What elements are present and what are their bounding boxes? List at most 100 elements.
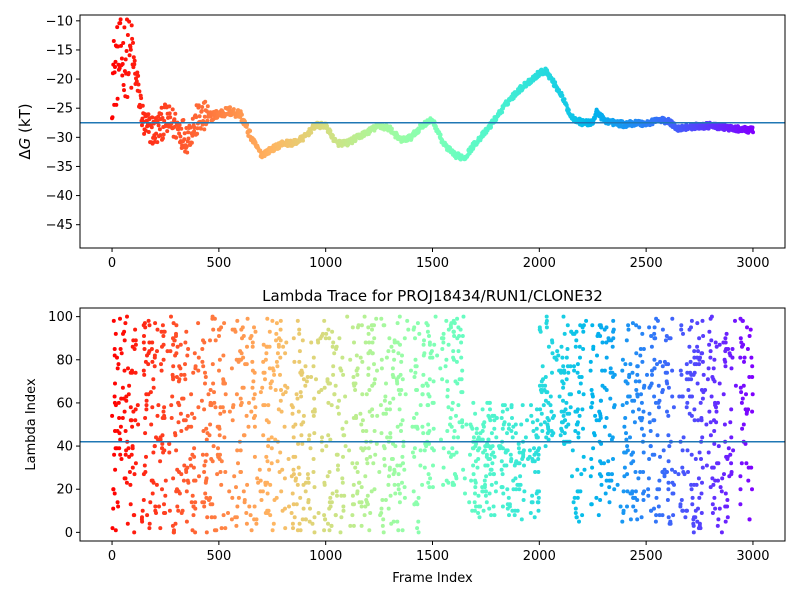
delta-g-point <box>197 114 202 119</box>
lambda-point <box>657 478 662 483</box>
lambda-point <box>171 375 175 379</box>
lambda-point <box>203 480 208 485</box>
lambda-point <box>171 530 176 535</box>
lambda-point <box>267 467 272 472</box>
lambda-point <box>150 359 155 364</box>
lambda-point <box>266 437 271 442</box>
lambda-point <box>637 325 642 330</box>
lambda-point <box>263 357 268 362</box>
lambda-point <box>635 364 640 369</box>
lambda-point <box>402 495 407 500</box>
delta-g-point <box>112 70 117 75</box>
lambda-point <box>366 331 371 336</box>
lambda-point <box>431 426 436 431</box>
lambda-point <box>170 394 175 399</box>
lambda-point <box>577 413 582 418</box>
lambda-point <box>130 444 135 449</box>
lambda-point <box>155 413 160 418</box>
lambda-point <box>299 394 304 399</box>
y-tick-label: −45 <box>46 218 73 233</box>
lambda-point <box>399 359 404 364</box>
lambda-point <box>274 331 279 336</box>
lambda-point <box>443 364 448 369</box>
x-tick-label: 500 <box>206 256 231 271</box>
lambda-point <box>666 385 671 390</box>
delta-g-point <box>129 23 134 28</box>
lambda-point <box>652 506 656 511</box>
lambda-point <box>213 338 218 343</box>
delta-g-point <box>194 115 199 120</box>
lambda-point <box>387 474 391 479</box>
lambda-point <box>473 480 478 485</box>
lambda-point <box>638 470 643 474</box>
lambda-point <box>147 323 152 328</box>
lambda-point <box>305 375 310 379</box>
lambda-point <box>455 336 460 341</box>
lambda-point <box>123 429 128 433</box>
lambda-point <box>590 465 595 470</box>
lambda-point <box>700 396 705 401</box>
lambda-point <box>298 370 303 375</box>
lambda-point <box>268 381 273 386</box>
lambda-point <box>665 409 669 414</box>
lambda-point <box>385 435 390 440</box>
lambda-point <box>505 502 510 507</box>
lambda-point <box>245 316 250 321</box>
lambda-point <box>600 368 605 373</box>
delta-g-y-ticks: −45−40−35−30−25−20−15−10 <box>46 14 80 233</box>
lambda-point <box>381 517 386 522</box>
lambda-point <box>459 355 464 360</box>
lambda-point <box>128 370 133 375</box>
lambda-point <box>725 498 730 502</box>
lambda-point <box>427 429 432 433</box>
lambda-point <box>562 368 567 373</box>
lambda-point <box>231 403 236 408</box>
lambda-point <box>536 457 541 461</box>
delta-g-point <box>160 136 165 141</box>
lambda-point <box>365 493 370 498</box>
lambda-point <box>362 513 367 518</box>
x-tick-label: 2500 <box>630 549 663 564</box>
lambda-point <box>188 457 193 461</box>
lambda-point <box>481 508 486 513</box>
lambda-point <box>169 403 174 408</box>
lambda-point <box>234 523 239 528</box>
lambda-point <box>666 480 671 485</box>
lambda-y-axis-label: Lambda Index <box>24 378 39 471</box>
lambda-point <box>517 461 522 466</box>
lambda-point <box>605 472 610 477</box>
lambda-point <box>648 383 653 388</box>
lambda-point <box>331 340 336 345</box>
lambda-point <box>292 515 297 520</box>
lambda-point <box>265 459 270 464</box>
lambda-point <box>386 349 391 354</box>
lambda-point <box>681 331 685 336</box>
lambda-point <box>282 476 287 481</box>
lambda-point <box>469 424 474 429</box>
lambda-point <box>232 474 237 479</box>
lambda-point <box>640 359 645 364</box>
lambda-point <box>658 454 662 459</box>
lambda-point <box>656 383 661 388</box>
lambda-point <box>411 489 416 494</box>
lambda-point <box>186 347 191 351</box>
delta-g-point <box>202 127 207 132</box>
lambda-point <box>519 517 524 522</box>
delta-g-point <box>205 118 210 123</box>
lambda-point <box>561 398 565 403</box>
lambda-point <box>573 506 578 511</box>
lambda-point <box>402 336 407 341</box>
lambda-point <box>481 489 486 494</box>
lambda-point <box>336 411 341 416</box>
lambda-point <box>441 331 446 336</box>
lambda-point <box>279 409 284 414</box>
lambda-point <box>747 334 752 338</box>
lambda-point <box>327 528 332 533</box>
lambda-point <box>118 452 123 457</box>
lambda-point <box>316 390 321 395</box>
lambda-point <box>265 511 270 515</box>
lambda-point <box>602 368 607 373</box>
lambda-point <box>425 329 430 334</box>
lambda-point <box>208 502 213 507</box>
lambda-point <box>657 513 662 518</box>
